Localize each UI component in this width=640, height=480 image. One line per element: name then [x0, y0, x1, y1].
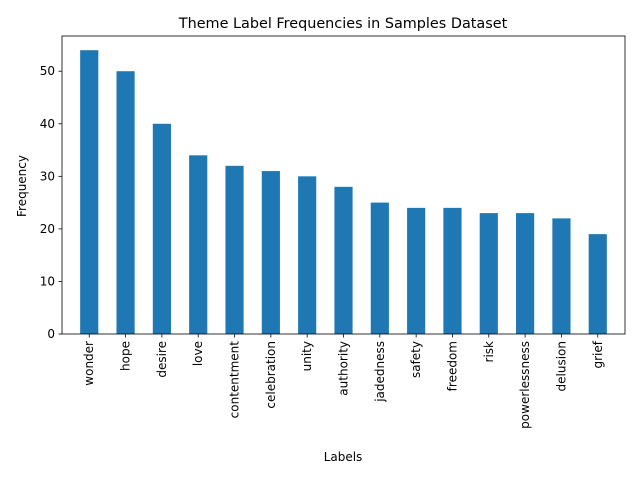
x-tick-label: contentment [228, 341, 242, 419]
bar-wonder [80, 50, 99, 334]
x-tick-label: jadedness [373, 341, 387, 403]
x-tick-label: unity [300, 341, 314, 371]
bar-love [189, 155, 208, 334]
x-tick-label: safety [409, 341, 423, 378]
x-axis: wonder hope desire love contentment celebrati… [82, 334, 605, 429]
y-tick-label: 30 [40, 169, 55, 183]
bar-freedom [443, 207, 462, 334]
x-axis-label: Labels [324, 450, 363, 464]
x-tick-label: risk [482, 341, 496, 363]
bar-jadedness [370, 202, 389, 334]
y-tick-label: 40 [40, 117, 55, 131]
chart-title: Theme Label Frequencies in Samples Datas… [178, 16, 508, 32]
y-tick-label: 20 [40, 222, 55, 236]
bars-group [80, 50, 607, 334]
bar-desire [152, 123, 171, 334]
x-tick-label: powerlessness [518, 341, 532, 429]
bar-authority [334, 186, 353, 334]
bar-powerlessness [516, 213, 535, 334]
bar-unity [298, 176, 317, 334]
x-tick-label: wonder [82, 341, 96, 386]
bar-safety [407, 207, 426, 334]
bar-delusion [552, 218, 571, 334]
x-tick-label: love [191, 341, 205, 366]
x-tick-label: desire [155, 341, 169, 378]
x-tick-label: celebration [264, 341, 278, 409]
x-tick-label: freedom [445, 341, 459, 391]
bar-contentment [225, 165, 244, 334]
x-tick-label: hope [119, 341, 133, 371]
y-tick-label: 50 [40, 64, 55, 78]
y-tick-label: 10 [40, 274, 55, 288]
bar-grief [588, 234, 607, 334]
bar-celebration [261, 171, 280, 334]
bar-risk [479, 213, 498, 334]
plot-frame [61, 35, 626, 335]
x-tick-label: authority [337, 341, 351, 396]
y-axis-label: Frequency [15, 155, 29, 217]
y-axis: 0 10 20 30 40 50 [40, 64, 62, 341]
y-tick-label: 0 [47, 327, 55, 341]
x-tick-label: grief [591, 340, 605, 368]
x-tick-label: delusion [554, 341, 568, 391]
bar-hope [116, 71, 135, 334]
